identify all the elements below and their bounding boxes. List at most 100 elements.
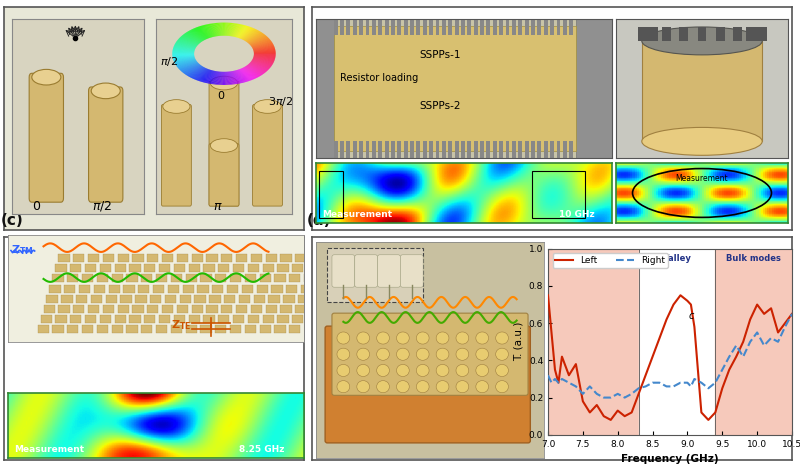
Polygon shape [173, 56, 194, 58]
Left [752, 302, 762, 307]
Bar [295, 254, 306, 262]
Polygon shape [173, 48, 194, 51]
Polygon shape [181, 64, 199, 72]
Text: 0: 0 [218, 91, 224, 101]
Bar [82, 274, 94, 282]
Bar [245, 325, 256, 333]
Polygon shape [185, 33, 202, 42]
Bar [58, 305, 70, 313]
Polygon shape [202, 70, 211, 82]
Right [718, 367, 727, 372]
Bar [191, 254, 202, 262]
Polygon shape [201, 70, 211, 82]
Polygon shape [203, 25, 212, 37]
Bar [221, 254, 232, 262]
Bar [278, 264, 289, 272]
Polygon shape [198, 69, 209, 81]
Circle shape [456, 381, 469, 393]
Polygon shape [254, 57, 274, 60]
Polygon shape [178, 62, 198, 69]
Polygon shape [230, 72, 234, 84]
Left [774, 330, 783, 335]
Left [690, 324, 699, 330]
Left [585, 410, 594, 415]
Polygon shape [193, 28, 206, 40]
Polygon shape [197, 27, 209, 39]
Polygon shape [254, 50, 275, 52]
Polygon shape [172, 52, 194, 53]
Circle shape [476, 381, 489, 393]
Right [571, 384, 581, 389]
Bar [290, 325, 301, 333]
Bar [544, 19, 548, 35]
Polygon shape [250, 62, 270, 68]
Polygon shape [234, 71, 243, 83]
Y-axis label: T. (a.u.): T. (a.u.) [514, 322, 523, 361]
Polygon shape [206, 24, 214, 37]
Polygon shape [247, 34, 265, 43]
Left [620, 413, 630, 419]
Bar [506, 19, 510, 35]
Polygon shape [174, 59, 195, 63]
Polygon shape [254, 49, 275, 52]
Polygon shape [172, 52, 194, 53]
Polygon shape [200, 26, 210, 38]
Polygon shape [239, 27, 250, 38]
Polygon shape [174, 57, 194, 60]
Right [731, 343, 741, 348]
Left [787, 311, 797, 317]
Polygon shape [240, 27, 252, 39]
Right [752, 330, 762, 335]
Right [774, 339, 783, 345]
Bar [227, 285, 238, 292]
Polygon shape [182, 65, 201, 73]
Polygon shape [245, 31, 261, 41]
Bar [538, 19, 542, 35]
Circle shape [456, 365, 469, 377]
Polygon shape [252, 60, 273, 64]
Polygon shape [173, 49, 194, 52]
Bar [194, 295, 206, 303]
Circle shape [496, 381, 509, 393]
Polygon shape [254, 57, 275, 59]
Text: SSPPs-1: SSPPs-1 [420, 50, 461, 60]
Bar [404, 19, 408, 35]
Polygon shape [230, 23, 236, 36]
Ellipse shape [642, 27, 762, 55]
Polygon shape [222, 72, 223, 85]
Polygon shape [245, 67, 260, 77]
Bar [307, 264, 318, 272]
Left [697, 410, 706, 415]
Polygon shape [254, 54, 276, 55]
Bar [230, 274, 242, 282]
Bar [46, 295, 58, 303]
Polygon shape [253, 58, 274, 61]
Polygon shape [236, 70, 246, 82]
Bar [641, 27, 649, 41]
Bar [250, 305, 262, 313]
Bar [454, 141, 458, 158]
Bar [239, 295, 250, 303]
Bar [114, 264, 126, 272]
Polygon shape [216, 23, 220, 36]
Text: (c): (c) [1, 213, 24, 228]
Circle shape [337, 348, 350, 360]
Bar [642, 41, 762, 141]
Polygon shape [200, 70, 210, 81]
Polygon shape [214, 72, 219, 85]
Polygon shape [236, 25, 245, 37]
Polygon shape [189, 67, 204, 77]
Polygon shape [191, 29, 206, 40]
Bar [257, 285, 268, 292]
Polygon shape [176, 60, 196, 66]
Polygon shape [220, 23, 222, 36]
Polygon shape [208, 71, 215, 84]
Right [627, 391, 637, 397]
Polygon shape [173, 55, 194, 56]
Polygon shape [176, 41, 197, 47]
Polygon shape [185, 33, 202, 42]
Polygon shape [173, 50, 194, 52]
Polygon shape [209, 71, 216, 84]
Bar [38, 325, 49, 333]
Bar [70, 264, 82, 272]
